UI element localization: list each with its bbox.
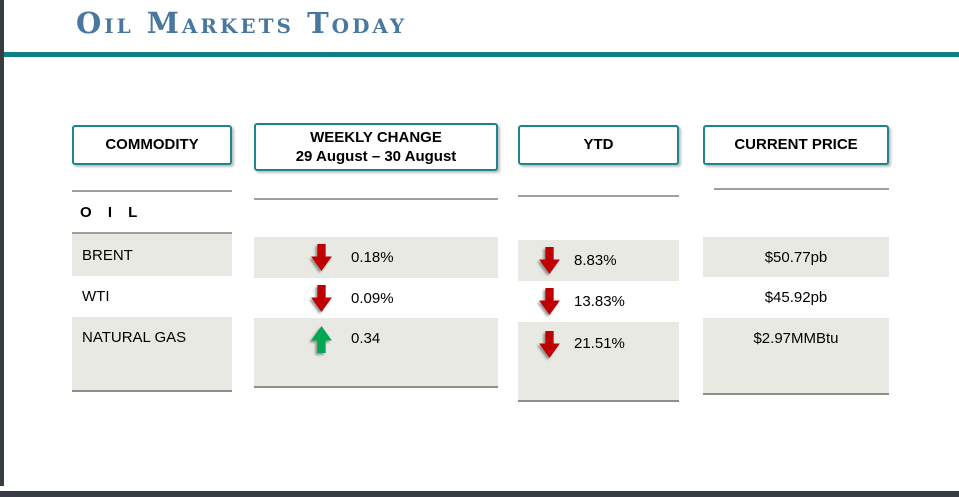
cell-brent-price: $50.77pb xyxy=(703,237,889,277)
column-header-weekly-line1: WEEKLY CHANGE xyxy=(310,128,442,146)
column-header-current-price: CURRENT PRICE xyxy=(703,125,889,165)
bottom-edge-bar xyxy=(0,491,959,497)
down-arrow-icon xyxy=(537,331,562,358)
column-header-current-price-label: CURRENT PRICE xyxy=(734,136,858,154)
column-current-price: CURRENT PRICE $50.77pb $45.92pb $2.97MMB… xyxy=(703,0,889,497)
cell-brent-name: BRENT xyxy=(72,234,232,276)
column-header-weekly-line2: 29 August – 30 August xyxy=(295,148,457,165)
cell-wti-ytd: 13.83% xyxy=(518,281,679,322)
column-header-commodity: COMMODITY xyxy=(72,125,232,165)
cell-wti-name: WTI xyxy=(72,276,232,317)
commodity-name: WTI xyxy=(82,288,110,305)
column-weekly-change: WEEKLY CHANGE 29 August – 30 August 0.18… xyxy=(254,0,498,497)
section-rule xyxy=(714,188,889,190)
column-commodity: COMMODITY O I L BRENT WTI NATURAL GAS xyxy=(72,0,232,497)
cell-naturalgas-weekly: 0.34 xyxy=(254,318,498,386)
cell-wti-weekly: 0.09% xyxy=(254,278,498,318)
section-label-oil: O I L xyxy=(80,204,144,221)
commodity-name: BRENT xyxy=(82,246,133,264)
section-rule xyxy=(518,195,679,197)
down-arrow-icon xyxy=(537,288,562,315)
weekly-change-value: 0.18% xyxy=(351,249,394,266)
section-bottom-rule xyxy=(72,390,232,392)
ytd-value: 8.83% xyxy=(574,252,617,269)
cell-wti-price: $45.92pb xyxy=(703,277,889,318)
weekly-change-value: 0.34 xyxy=(351,330,381,347)
section-rule xyxy=(72,190,232,192)
section-bottom-rule xyxy=(518,400,679,402)
column-header-weekly-change: WEEKLY CHANGE 29 August – 30 August xyxy=(254,123,498,171)
ytd-value: 21.51% xyxy=(574,335,625,352)
column-header-ytd-label: YTD xyxy=(583,136,614,154)
current-price-value: $50.77pb xyxy=(764,248,828,266)
section-rule xyxy=(72,232,232,234)
column-header-commodity-label: COMMODITY xyxy=(105,136,199,154)
down-arrow-icon xyxy=(309,284,334,312)
column-header-ytd: YTD xyxy=(518,125,679,165)
cell-naturalgas-name: NATURAL GAS xyxy=(72,317,232,390)
section-bottom-rule xyxy=(254,386,498,388)
commodity-name: NATURAL GAS xyxy=(82,329,187,346)
down-arrow-icon xyxy=(537,247,562,274)
cell-naturalgas-price: $2.97MMBtu xyxy=(703,318,889,393)
cell-brent-ytd: 8.83% xyxy=(518,240,679,281)
current-price-value: $2.97MMBtu xyxy=(753,330,839,347)
up-arrow-icon xyxy=(309,326,334,353)
column-ytd: YTD 8.83% 13.83% 21.51% xyxy=(518,0,679,497)
ytd-value: 13.83% xyxy=(574,293,625,310)
weekly-change-value: 0.09% xyxy=(351,289,394,307)
down-arrow-icon xyxy=(309,244,334,271)
section-rule xyxy=(254,198,498,200)
section-bottom-rule xyxy=(703,393,889,395)
page-title: Oil Markets Today xyxy=(76,6,408,40)
cell-naturalgas-ytd: 21.51% xyxy=(518,322,679,400)
title-divider xyxy=(0,52,959,57)
current-price-value: $45.92pb xyxy=(764,289,828,306)
cell-brent-weekly: 0.18% xyxy=(254,237,498,278)
left-edge-bar xyxy=(0,0,4,486)
